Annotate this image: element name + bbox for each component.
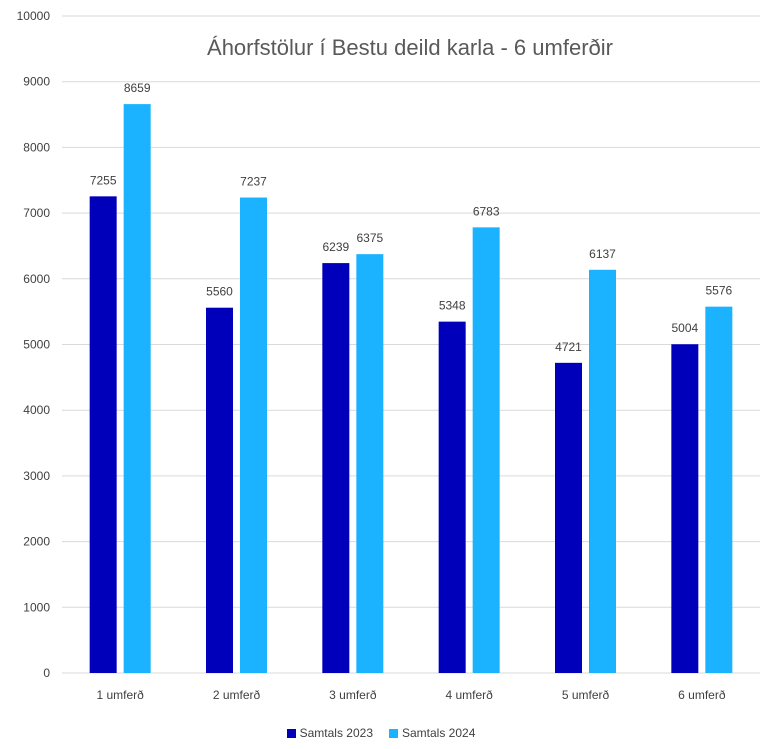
y-tick-label-3000: 3000	[23, 469, 50, 483]
y-tick-label-9000: 9000	[23, 75, 50, 89]
data-label-2023-4: 5348	[439, 299, 466, 313]
data-label-2024-5: 6137	[589, 247, 616, 261]
y-tick-label-4000: 4000	[23, 403, 50, 417]
data-labels: 7255 8659 5560 7237 6239 6375 5348 6783 4721 6137…	[90, 81, 733, 354]
x-tick-label-2: 2 umferð	[213, 688, 261, 702]
legend-label-2023: Samtals 2023	[299, 726, 373, 740]
data-label-2024-6: 5576	[705, 284, 732, 298]
gridlines	[62, 15, 760, 674]
y-tick-label-10000: 10000	[17, 9, 51, 23]
y-tick-label-8000: 8000	[23, 140, 50, 154]
legend-swatch-2023	[286, 728, 296, 738]
data-label-2024-1: 8659	[124, 81, 151, 95]
bar-2023-3	[322, 263, 350, 673]
data-label-2023-1: 7255	[90, 173, 117, 187]
bar-2024-4	[472, 227, 500, 673]
legend: Samtals 2023 Samtals 2024	[0, 726, 762, 740]
bar-2024-2	[240, 197, 267, 673]
data-label-2024-3: 6375	[356, 231, 383, 245]
data-label-2024-2: 7237	[240, 175, 267, 189]
y-tick-label-2000: 2000	[23, 535, 50, 549]
y-tick-label-6000: 6000	[23, 272, 50, 286]
x-tick-label-5: 5 umferð	[562, 688, 610, 702]
y-tick-label-7000: 7000	[23, 206, 50, 220]
chart-title: Áhorfstölur í Bestu deild karla - 6 umfe…	[207, 35, 613, 60]
bar-2023-4	[438, 321, 466, 673]
bar-2023-1	[89, 196, 117, 673]
bar-2024-1	[123, 104, 151, 673]
y-tick-label-5000: 5000	[23, 338, 50, 352]
bar-2024-3	[356, 254, 384, 673]
y-axis-tick-labels: 0 1000 2000 3000 4000 5000 6000 7000 8000 9000 100…	[17, 9, 51, 680]
bar-2024-6	[705, 306, 733, 673]
legend-item-2024: Samtals 2024	[389, 726, 475, 740]
x-tick-label-4: 4 umferð	[445, 688, 493, 702]
data-label-2023-5: 4721	[555, 340, 582, 354]
x-tick-label-1: 1 umferð	[96, 688, 144, 702]
data-label-2023-6: 5004	[671, 321, 698, 335]
x-axis-tick-labels: 1 umferð 2 umferð 3 umferð 4 umferð 5 umferð…	[96, 688, 725, 702]
data-label-2023-3: 6239	[322, 240, 349, 254]
x-tick-label-3: 3 umferð	[329, 688, 377, 702]
y-tick-label-1000: 1000	[23, 600, 50, 614]
legend-item-2023: Samtals 2023	[286, 726, 373, 740]
legend-label-2024: Samtals 2024	[402, 726, 476, 740]
data-label-2024-4: 6783	[473, 204, 500, 218]
bars	[89, 104, 733, 673]
bar-2023-2	[206, 307, 233, 673]
x-tick-label-6: 6 umferð	[678, 688, 726, 702]
y-tick-label-0: 0	[43, 666, 50, 680]
data-label-2023-2: 5560	[206, 285, 233, 299]
bar-2024-5	[589, 269, 616, 673]
legend-swatch-2024	[389, 728, 398, 738]
bar-2023-6	[671, 344, 699, 673]
bar-2023-5	[555, 362, 582, 673]
